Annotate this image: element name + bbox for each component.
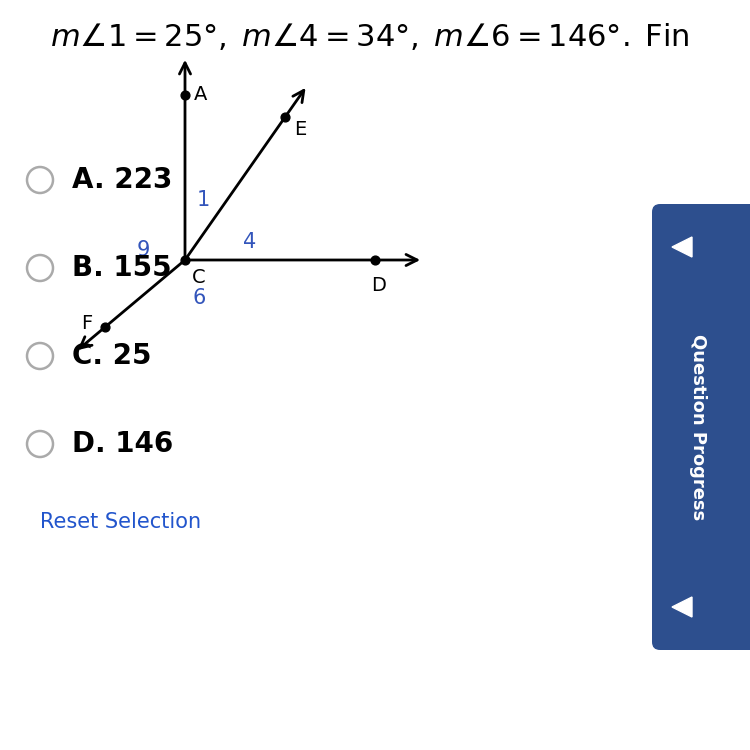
Circle shape bbox=[27, 167, 53, 193]
Circle shape bbox=[27, 343, 53, 369]
Point bbox=[98, 322, 110, 334]
Text: $m\angle 1 = 25°,\;m\angle 4 = 34°,\;m\angle 6 = 146°.\;\mathrm{Fin}$: $m\angle 1 = 25°,\;m\angle 4 = 34°,\;m\a… bbox=[50, 22, 690, 53]
Circle shape bbox=[27, 255, 53, 281]
Text: 6: 6 bbox=[192, 288, 206, 308]
Text: C. 25: C. 25 bbox=[72, 342, 152, 370]
Text: E: E bbox=[295, 120, 307, 139]
Point bbox=[280, 111, 292, 123]
Polygon shape bbox=[672, 237, 692, 257]
Text: D: D bbox=[371, 276, 386, 295]
Text: 9: 9 bbox=[136, 240, 150, 260]
Text: F: F bbox=[81, 314, 92, 333]
Text: D. 146: D. 146 bbox=[72, 430, 173, 458]
Text: B. 155: B. 155 bbox=[72, 254, 172, 282]
Text: 4: 4 bbox=[243, 232, 256, 252]
Point bbox=[179, 254, 191, 266]
Circle shape bbox=[27, 431, 53, 457]
Text: Question Progress: Question Progress bbox=[689, 334, 707, 520]
FancyBboxPatch shape bbox=[652, 204, 750, 650]
Text: C: C bbox=[192, 268, 206, 287]
Point bbox=[369, 254, 381, 266]
Point bbox=[179, 89, 191, 101]
Text: Reset Selection: Reset Selection bbox=[40, 512, 201, 532]
Text: 1: 1 bbox=[196, 190, 209, 210]
Polygon shape bbox=[672, 597, 692, 617]
Text: A: A bbox=[194, 86, 207, 104]
Text: A. 223: A. 223 bbox=[72, 166, 172, 194]
